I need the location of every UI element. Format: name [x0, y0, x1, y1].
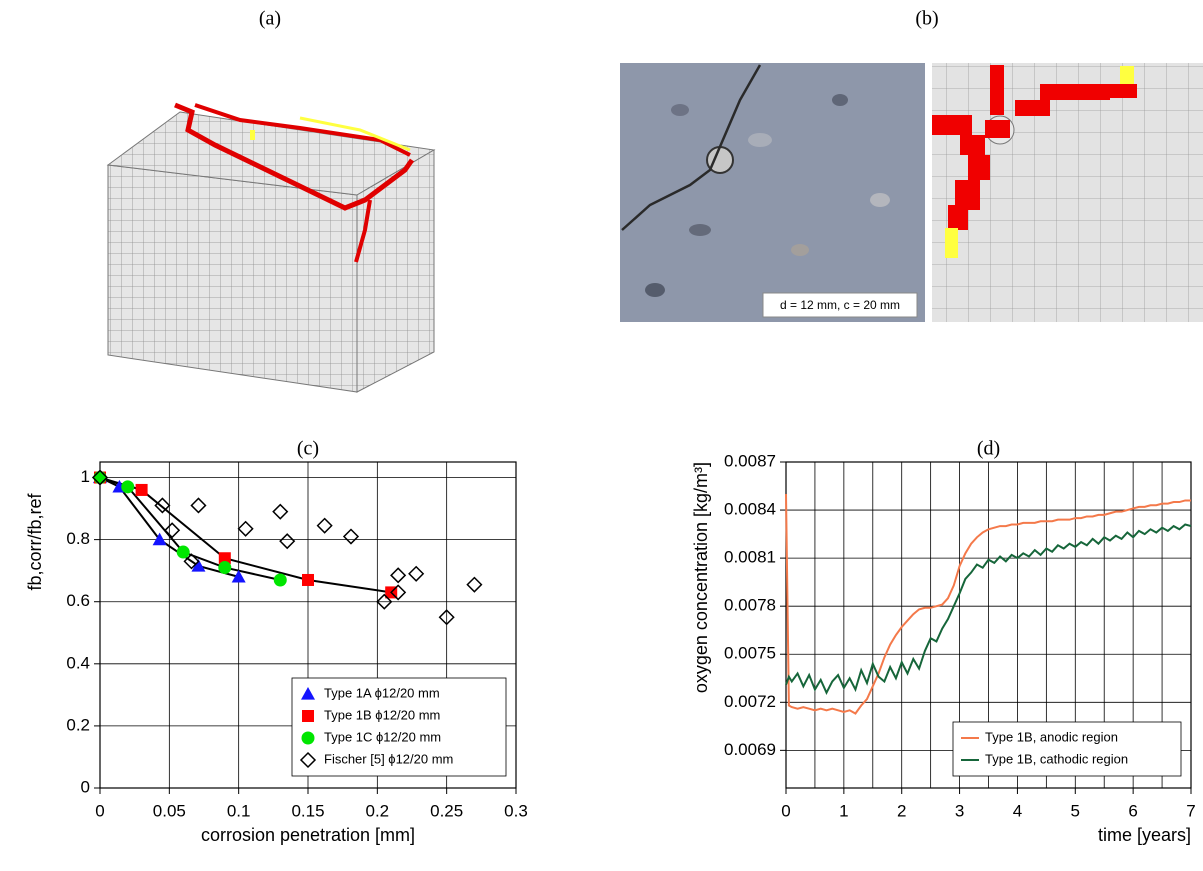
point	[121, 480, 135, 494]
legend-swatch	[302, 710, 314, 722]
x-tick-label: 0	[781, 801, 790, 820]
x-tick-label: 0.2	[366, 801, 390, 820]
point	[279, 533, 296, 550]
plot-frame	[785, 461, 1192, 789]
y-tick-label: 0.0084	[724, 500, 776, 519]
point	[390, 567, 407, 584]
x-tick-label: 0	[95, 801, 104, 820]
legend-swatch	[299, 751, 317, 769]
y-tick-label: 0.0069	[724, 740, 776, 759]
y-tick-label: 0.0078	[724, 596, 776, 615]
point	[191, 559, 206, 572]
x-tick-label: 0.05	[153, 801, 186, 820]
point	[135, 483, 148, 496]
point	[231, 569, 246, 583]
panel-label: (b)	[915, 8, 938, 30]
point	[218, 561, 232, 575]
photo-caption: d = 12 mm, c = 20 mm	[780, 298, 900, 312]
x-axis-label: corrosion penetration [mm]	[201, 825, 415, 845]
point	[316, 517, 333, 534]
y-tick-label: 0.0081	[724, 548, 776, 567]
point	[154, 497, 171, 514]
y-tick-label: 1	[81, 467, 90, 486]
legend-swatch	[301, 687, 315, 700]
point	[376, 593, 393, 610]
x-tick-label: 0.1	[227, 801, 251, 820]
y-tick-label: 0.0087	[724, 451, 776, 470]
x-axis-label: time [years]	[1098, 825, 1191, 845]
point	[152, 532, 167, 546]
point	[272, 503, 289, 520]
x-tick-label: 1	[839, 801, 848, 820]
legend-label: Type 1B, cathodic region	[985, 751, 1128, 766]
point	[183, 553, 200, 570]
point	[218, 552, 231, 565]
fe-mesh-2d	[932, 63, 1203, 322]
y-tick-label: 0	[81, 777, 90, 796]
legend-label: Type 1C ϕ12/20 mm	[324, 729, 441, 744]
legend-label: Fischer [5] ϕ12/20 mm	[324, 751, 453, 766]
point	[190, 497, 207, 514]
y-tick-label: 0.0072	[724, 692, 776, 711]
y-tick-label: 0.6	[66, 591, 90, 610]
y-axis-label: fb,corr/fb,ref	[25, 492, 45, 590]
specimen-photo: d = 12 mm, c = 20 mm	[620, 63, 925, 322]
legend-label: Type 1B ϕ12/20 mm	[324, 707, 440, 722]
point	[438, 609, 455, 626]
x-tick-label: 0.3	[504, 801, 528, 820]
point	[390, 584, 407, 601]
series-line	[785, 494, 1191, 715]
chart-title: (c)	[297, 438, 319, 460]
point	[273, 573, 287, 587]
y-tick-label: 0.2	[66, 715, 90, 734]
point	[237, 520, 254, 537]
plot-frame	[99, 461, 517, 789]
x-tick-label: 7	[1186, 801, 1195, 820]
panel-label: (a)	[259, 8, 281, 30]
point	[176, 545, 190, 559]
x-tick-label: 3	[955, 801, 964, 820]
legend-box	[952, 721, 1182, 777]
chart-title: (d)	[977, 438, 1000, 460]
x-tick-label: 4	[1013, 801, 1022, 820]
x-tick-label: 5	[1071, 801, 1080, 820]
y-tick-label: 0.4	[66, 653, 90, 672]
point	[466, 576, 483, 593]
legend-box	[291, 677, 507, 777]
point	[93, 471, 107, 485]
point	[408, 565, 425, 582]
series-line	[785, 523, 1192, 695]
y-axis-label: oxygen concentration [kg/m³]	[691, 462, 711, 693]
x-tick-label: 0.15	[291, 801, 324, 820]
x-tick-label: 2	[897, 801, 906, 820]
x-tick-label: 0.25	[430, 801, 463, 820]
point	[302, 573, 314, 586]
legend-label: Type 1A ϕ12/20 mm	[324, 685, 440, 700]
x-tick-label: 6	[1128, 801, 1137, 820]
y-tick-label: 0.8	[66, 529, 90, 548]
point	[91, 469, 109, 486]
legend-swatch	[301, 731, 315, 745]
legend-label: Type 1B, anodic region	[985, 729, 1118, 744]
fe-model-3d	[106, 102, 436, 393]
point	[164, 522, 181, 539]
point	[342, 528, 360, 545]
y-tick-label: 0.0075	[724, 644, 776, 663]
